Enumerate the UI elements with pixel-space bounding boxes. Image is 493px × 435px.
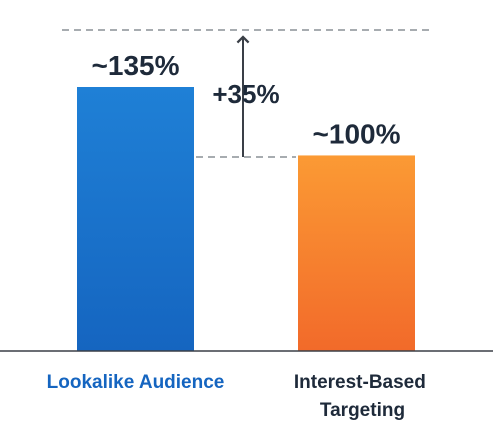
value-label-interest: ~100% — [313, 118, 401, 149]
bar-lookalike-audience — [77, 87, 194, 351]
difference-label: +35% — [212, 79, 279, 109]
bar-interest-based-targeting — [298, 155, 415, 351]
category-label-interest: Interest-Based Targeting — [294, 372, 431, 421]
category-label-lookalike: Lookalike Audience — [47, 372, 225, 393]
value-label-lookalike: ~135% — [92, 50, 180, 81]
